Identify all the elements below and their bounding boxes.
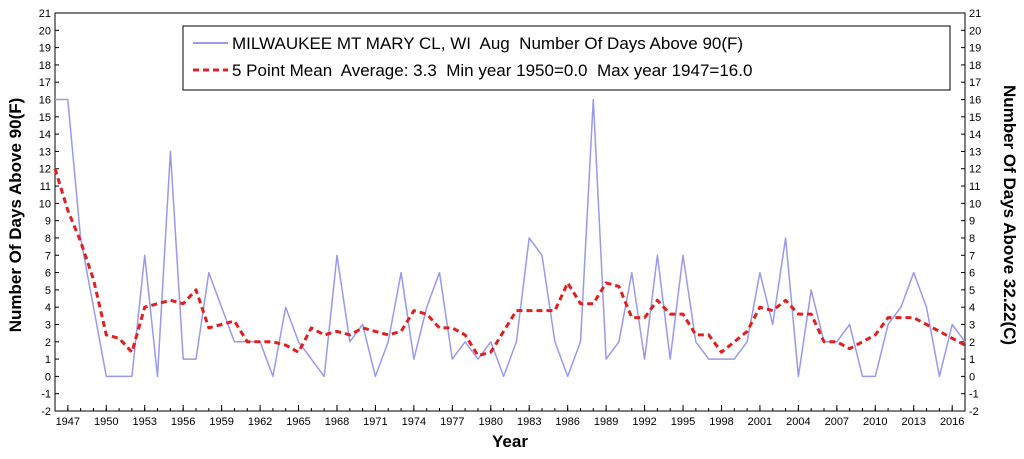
- y-tick-label-left: 19: [39, 43, 51, 55]
- series-line-raw: [55, 98, 966, 378]
- y-tick-label-left: -1: [41, 389, 51, 401]
- y-tick-label-left: 7: [45, 250, 51, 262]
- y-tick-label-right: 1: [969, 354, 975, 366]
- y-axis-title-left: Number Of Days Above 90(F): [6, 98, 25, 333]
- y-tick-label-right: 16: [969, 95, 981, 107]
- y-tick-label-left: 11: [40, 181, 51, 193]
- y-tick-label-left: 10: [39, 198, 51, 210]
- y-tick-label-left: 1: [45, 354, 51, 366]
- y-tick-label-right: 6: [969, 268, 975, 280]
- x-tick-label: 1956: [171, 416, 195, 428]
- x-tick-label: 1950: [94, 416, 118, 428]
- y-tick-label-left: 20: [39, 25, 51, 37]
- y-tick-label-left: 0: [45, 371, 51, 383]
- x-tick-label: 1947: [56, 416, 80, 428]
- y-tick-label-left: 16: [39, 95, 51, 107]
- y-tick-label-left: 17: [39, 77, 51, 89]
- y-tick-label-left: 8: [45, 233, 51, 245]
- x-ticks: 1947 1950 1953 1956 1959 1962 1965 1968 1971 1974…: [54, 405, 966, 428]
- x-tick-label: 1998: [709, 416, 733, 428]
- y-tick-label-right: 2: [969, 337, 975, 349]
- legend: MILWAUKEE MT MARY CL, WI Aug Number Of D…: [182, 25, 951, 91]
- y-tick-label-left: -2: [41, 406, 51, 418]
- x-tick-label: 2016: [940, 416, 964, 428]
- y-tick-label-right: -2: [969, 406, 979, 418]
- x-tick-label: 1965: [286, 416, 310, 428]
- y-tick-label-right: 10: [969, 198, 981, 210]
- y-tick-label-right: 19: [969, 43, 981, 55]
- y-tick-label-right: 15: [969, 112, 981, 124]
- x-tick-label: 2007: [825, 416, 849, 428]
- x-tick-label: 1983: [517, 416, 541, 428]
- x-tick-label: 1974: [402, 416, 426, 428]
- x-tick-label: 1989: [594, 416, 618, 428]
- x-tick-label: 1992: [632, 416, 656, 428]
- y-tick-label-right: 13: [969, 146, 981, 158]
- y-tick-label-right: 18: [969, 60, 981, 72]
- y-tick-label-left: 14: [39, 129, 51, 141]
- y-tick-label-left: 9: [45, 216, 51, 228]
- y-tick-label-right: 11: [969, 181, 980, 193]
- x-tick-label: 1986: [555, 416, 579, 428]
- y-axis-title-right: Number Of Days Above 32.22(C): [1000, 85, 1019, 345]
- x-tick-label: 1959: [209, 416, 233, 428]
- y-tick-label-left: 12: [39, 164, 51, 176]
- y-tick-label-left: 15: [39, 112, 51, 124]
- legend-raw-label: MILWAUKEE MT MARY CL, WI Aug Number Of D…: [232, 34, 743, 53]
- x-tick-label: 1980: [479, 416, 503, 428]
- plot-area: [54, 12, 966, 412]
- y-tick-label-right: 20: [969, 25, 981, 37]
- y-tick-label-right: 0: [969, 371, 975, 383]
- y-tick-label-left: 5: [45, 285, 51, 297]
- y-tick-label-right: 17: [969, 77, 981, 89]
- y-tick-label-right: 14: [969, 129, 981, 141]
- y-tick-label-right: -1: [969, 389, 979, 401]
- y-tick-label-right: 21: [969, 8, 981, 20]
- y-tick-label-left: 13: [39, 146, 51, 158]
- y-tick-label-right: 4: [969, 302, 975, 314]
- x-tick-label: 2001: [748, 416, 772, 428]
- y-tick-label-right: 5: [969, 285, 975, 297]
- y-tick-label-right: 9: [969, 216, 975, 228]
- x-tick-label: 1977: [440, 416, 464, 428]
- legend-box: [182, 25, 951, 91]
- y-tick-label-right: 12: [969, 164, 981, 176]
- y-tick-label-right: 8: [969, 233, 975, 245]
- y-tick-label-left: 18: [39, 60, 51, 72]
- x-axis-title: Year: [492, 432, 528, 451]
- y-tick-label-left: 6: [45, 268, 51, 280]
- x-tick-label: 1962: [248, 416, 272, 428]
- legend-mean-label: 5 Point Mean Average: 3.3 Min year 1950=…: [232, 61, 752, 80]
- x-tick-label: 1995: [671, 416, 695, 428]
- y-tick-label-right: 3: [969, 319, 975, 331]
- series-layer: [53, 98, 966, 378]
- y-tick-label-left: 2: [45, 337, 51, 349]
- x-tick-label: 2013: [901, 416, 925, 428]
- x-tick-label: 2004: [786, 416, 810, 428]
- x-tick-label: 1971: [363, 416, 387, 428]
- y-tick-label-left: 21: [39, 8, 51, 20]
- y-tick-label-left: 3: [45, 319, 51, 331]
- x-tick-label: 1968: [325, 416, 349, 428]
- x-tick-label: 1953: [132, 416, 156, 428]
- y-tick-label-left: 4: [45, 302, 51, 314]
- x-tick-label: 2010: [863, 416, 887, 428]
- y-tick-label-right: 7: [969, 250, 975, 262]
- series-line-5pt-mean: [53, 168, 966, 358]
